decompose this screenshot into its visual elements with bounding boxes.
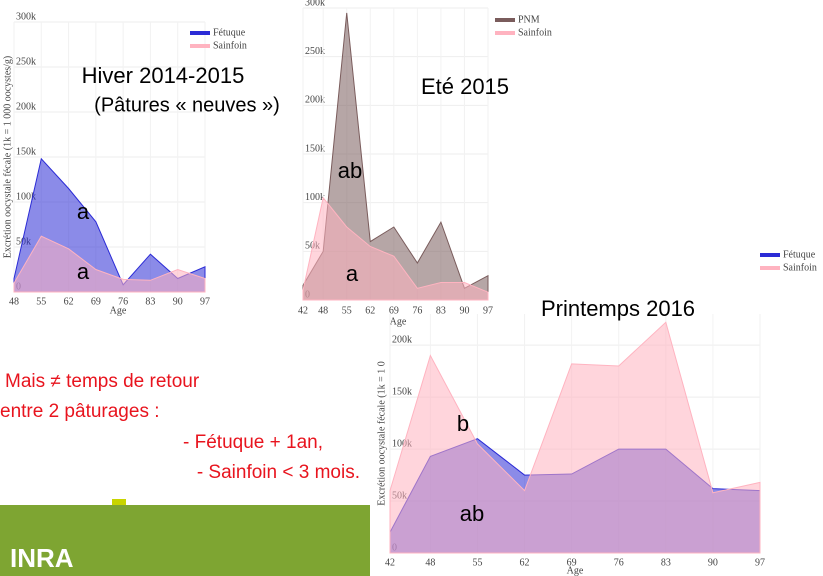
chart-title: Printemps 2016 (541, 296, 695, 321)
y-tick-label: 300k (16, 11, 36, 22)
y-tick-label: 150k (16, 146, 36, 157)
note-line: - Fétuque + 1an, (183, 432, 323, 453)
footer-band (0, 505, 370, 576)
x-tick-label: 90 (708, 557, 718, 568)
y-tick-label: 200k (16, 101, 36, 112)
y-axis-label: Excrétion oocystale fécale (1k = 1 000 o… (2, 56, 13, 259)
x-tick-label: 76 (118, 296, 128, 307)
area (389, 321, 761, 554)
x-tick-label: 90 (173, 296, 183, 307)
y-tick-label: 150k (305, 143, 325, 154)
note-line: Mais ≠ temps de retour (5, 371, 200, 392)
x-tick-label: 55 (342, 305, 352, 316)
x-axis-label: Age (110, 305, 127, 316)
area (13, 235, 206, 293)
annotation: ab (460, 501, 484, 526)
legend-label: Fétuque (213, 27, 246, 38)
annotation: a (346, 261, 359, 286)
x-tick-label: 76 (412, 305, 422, 316)
area (302, 196, 489, 301)
x-tick-label: 55 (472, 557, 482, 568)
x-tick-label: 62 (520, 557, 530, 568)
logo: INRA (10, 543, 74, 573)
y-tick-label: 100k (392, 438, 412, 449)
chart-title: Eté 2015 (421, 74, 509, 99)
x-tick-label: 62 (64, 296, 74, 307)
x-tick-label: 42 (298, 305, 308, 316)
annotation: b (457, 411, 469, 436)
y-axis-label: Excrétion oocystale fécale (1k = 1 0 (376, 361, 387, 505)
x-tick-label: 69 (389, 305, 399, 316)
legend-label: Sainfoin (518, 27, 552, 38)
x-tick-label: 83 (145, 296, 155, 307)
x-tick-label: 42 (385, 557, 395, 568)
x-axis-label: Age (567, 565, 584, 576)
y-tick-label: 250k (16, 56, 36, 67)
footer-accent (112, 499, 126, 505)
annotation: a (77, 199, 90, 224)
y-tick-label: 100k (305, 192, 325, 203)
legend-label: PNM (518, 14, 540, 25)
y-tick-label: 150k (392, 386, 412, 397)
chart-subtitle: (Pâtures « neuves ») (94, 94, 280, 116)
y-tick-label: 200k (305, 95, 325, 106)
note-line: entre 2 pâturages : (0, 401, 160, 422)
y-tick-label: 200k (392, 334, 412, 345)
y-tick-label: 300k (305, 0, 325, 8)
note-line: - Sainfoin < 3 mois. (197, 462, 360, 483)
x-tick-label: 90 (459, 305, 469, 316)
annotation: ab (338, 158, 362, 183)
legend-label: Sainfoin (783, 262, 817, 273)
chart: 050k100k150k200k250k300k4248556269768390… (298, 0, 552, 327)
x-tick-label: 48 (9, 296, 19, 307)
x-tick-label: 97 (200, 296, 210, 307)
x-tick-label: 97 (755, 557, 765, 568)
annotation: a (77, 259, 90, 284)
y-tick-label: 250k (305, 46, 325, 57)
x-tick-label: 69 (91, 296, 101, 307)
x-tick-label: 48 (318, 305, 328, 316)
chart: 050k100k150k200k424855626976839097AgeExc… (376, 249, 817, 576)
chart-title: Hiver 2014-2015 (82, 63, 245, 88)
x-tick-label: 97 (483, 305, 493, 316)
x-tick-label: 83 (661, 557, 671, 568)
legend-label: Sainfoin (213, 40, 247, 51)
chart: 050k100k150k200k250k300k4855626976839097… (2, 11, 280, 316)
x-tick-label: 62 (365, 305, 375, 316)
x-tick-label: 69 (567, 557, 577, 568)
x-axis-label: Age (390, 316, 407, 327)
x-tick-label: 83 (436, 305, 446, 316)
legend-label: Fétuque (783, 249, 816, 260)
x-tick-label: 48 (425, 557, 435, 568)
x-tick-label: 55 (36, 296, 46, 307)
y-tick-label: 100k (16, 191, 36, 202)
x-tick-label: 76 (614, 557, 624, 568)
